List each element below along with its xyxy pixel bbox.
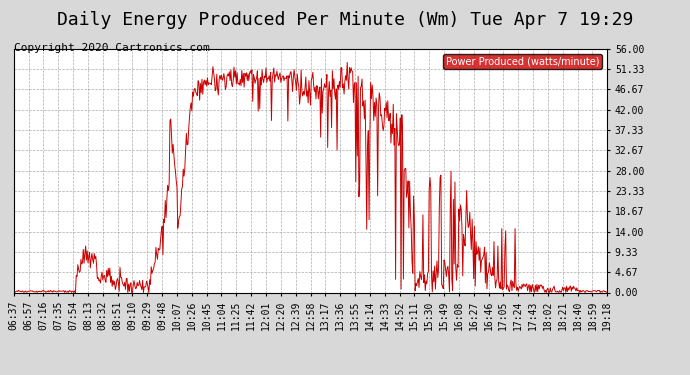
Text: Daily Energy Produced Per Minute (Wm) Tue Apr 7 19:29: Daily Energy Produced Per Minute (Wm) Tu…	[57, 11, 633, 29]
Text: Copyright 2020 Cartronics.com: Copyright 2020 Cartronics.com	[14, 43, 210, 53]
Legend: Power Produced (watts/minute): Power Produced (watts/minute)	[443, 54, 602, 69]
